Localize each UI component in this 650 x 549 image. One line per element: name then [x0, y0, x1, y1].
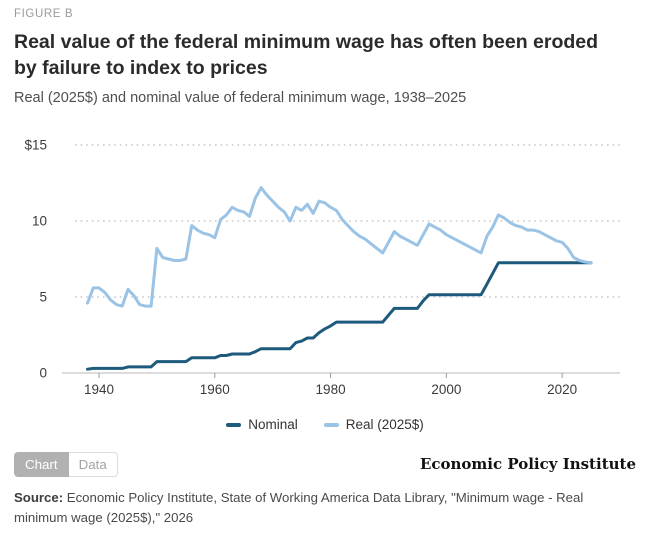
minimum-wage-line-chart: 0 5 10 $15 1940 1960 1980 2000 2020	[24, 138, 620, 397]
chart-data-toggle: Chart Data	[14, 452, 118, 477]
nominal-line-swatch	[226, 422, 242, 427]
chart-legend: Nominal Real (2025$)	[0, 417, 650, 432]
chart-subtitle: Real (2025$) and nominal value of federa…	[14, 90, 467, 106]
legend-label-nominal: Nominal	[248, 417, 298, 432]
source-label: Source:	[14, 490, 64, 505]
figure-label: FIGURE B	[14, 8, 74, 20]
svg-text:5: 5	[39, 290, 47, 305]
data-tab-button[interactable]: Data	[68, 452, 118, 477]
chart-tab-button[interactable]: Chart	[14, 452, 69, 477]
svg-text:1980: 1980	[316, 382, 346, 397]
svg-text:2000: 2000	[431, 382, 461, 397]
svg-text:2020: 2020	[547, 382, 577, 397]
svg-text:1960: 1960	[200, 382, 230, 397]
legend-item-real: Real (2025$)	[323, 417, 424, 432]
legend-label-real: Real (2025$)	[345, 417, 424, 432]
svg-text:10: 10	[32, 214, 47, 229]
svg-text:0: 0	[39, 366, 47, 381]
epi-wordmark: Economic Policy Institute	[419, 455, 636, 473]
source-text: Economic Policy Institute, State of Work…	[14, 490, 584, 526]
real-line-swatch	[323, 422, 339, 427]
chart-title: Real value of the federal minimum wage h…	[14, 31, 599, 79]
source-note: Source: Economic Policy Institute, State…	[14, 488, 639, 529]
legend-item-nominal: Nominal	[226, 417, 298, 432]
svg-text:1940: 1940	[84, 382, 114, 397]
svg-text:$15: $15	[24, 138, 47, 153]
